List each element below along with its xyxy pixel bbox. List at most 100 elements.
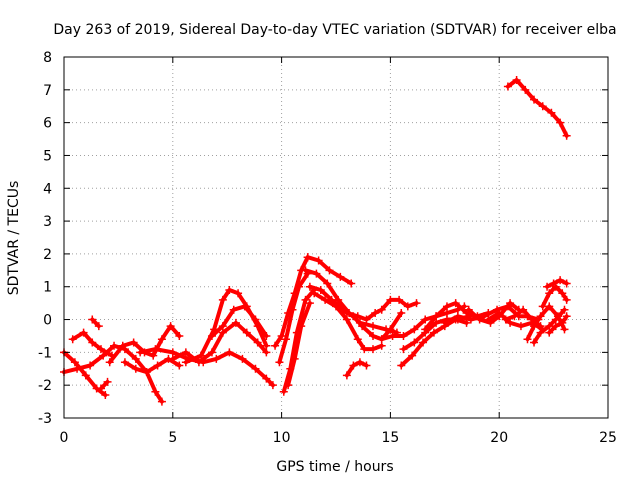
x-tick-label: 0 <box>60 430 69 446</box>
data-point <box>88 338 97 347</box>
data-point <box>207 348 216 357</box>
data-point <box>157 397 166 406</box>
data-point <box>251 315 260 324</box>
data-point <box>562 131 571 140</box>
data-point <box>453 312 462 321</box>
data-point <box>168 354 177 363</box>
data-point <box>403 302 412 311</box>
data-point <box>151 345 160 354</box>
y-tick-label: 7 <box>43 83 52 99</box>
data-point <box>399 331 408 340</box>
data-point <box>371 308 380 317</box>
y-tick-label: -1 <box>38 345 52 361</box>
data-point <box>271 341 280 350</box>
data-point <box>323 279 332 288</box>
data-point <box>194 358 203 367</box>
data-point <box>94 322 103 331</box>
data-point <box>397 361 406 370</box>
data-point <box>419 338 428 347</box>
data-point <box>523 335 532 344</box>
data-point <box>495 308 504 317</box>
data-point <box>238 354 247 363</box>
y-tick-label: 5 <box>43 148 52 164</box>
data-point <box>207 331 216 340</box>
chart-title: Day 263 of 2019, Sidereal Day-to-day VTE… <box>53 22 616 38</box>
data-point <box>501 315 510 324</box>
y-tick-label: -3 <box>38 411 52 427</box>
data-point <box>358 322 367 331</box>
data-point <box>503 82 512 91</box>
data-point <box>547 108 556 117</box>
data-point <box>301 266 310 275</box>
x-tick-label: 20 <box>490 430 508 446</box>
data-point <box>321 295 330 304</box>
data-point <box>342 308 351 317</box>
data-point <box>355 358 364 367</box>
data-point <box>336 272 345 281</box>
x-tick-label: 25 <box>599 430 617 446</box>
data-point <box>225 348 234 357</box>
data-point <box>120 358 129 367</box>
data-point <box>562 312 571 321</box>
series-s11 <box>210 304 269 338</box>
data-point <box>386 295 395 304</box>
data-point <box>410 338 419 347</box>
data-point <box>105 358 114 367</box>
data-point <box>562 279 571 288</box>
data-point <box>281 335 290 344</box>
data-point <box>549 279 558 288</box>
grid <box>64 57 608 418</box>
data-point <box>475 315 484 324</box>
data-point <box>262 374 271 383</box>
data-point <box>275 358 284 367</box>
data-point <box>279 387 288 396</box>
data-point <box>432 312 441 321</box>
data-point <box>99 351 108 360</box>
data-point <box>301 295 310 304</box>
data-point <box>325 266 334 275</box>
data-point <box>131 354 140 363</box>
series-s34 <box>545 278 569 289</box>
data-point <box>316 286 325 295</box>
series-s20 <box>334 297 419 322</box>
data-point <box>129 338 138 347</box>
data-point <box>240 302 249 311</box>
data-point <box>530 95 539 104</box>
data-point <box>342 371 351 380</box>
data-point <box>362 361 371 370</box>
data-point <box>558 289 567 298</box>
data-point <box>229 305 238 314</box>
data-point <box>410 325 419 334</box>
data-point <box>181 348 190 357</box>
series-group <box>60 75 571 406</box>
data-point <box>96 384 105 393</box>
data-point <box>506 318 515 327</box>
x-axis-label: GPS time / hours <box>276 459 393 475</box>
data-point <box>297 322 306 331</box>
y-tick-label: 4 <box>43 181 52 197</box>
series-s5 <box>99 379 110 391</box>
data-point <box>519 305 528 314</box>
data-point <box>429 328 438 337</box>
data-point <box>349 361 358 370</box>
data-point <box>395 295 404 304</box>
y-axis-label: SDTVAR / TECUs <box>6 181 22 296</box>
data-point <box>368 331 377 340</box>
data-point <box>451 299 460 308</box>
data-point <box>464 305 473 314</box>
data-point <box>484 315 493 324</box>
data-point <box>538 102 547 111</box>
data-point <box>408 351 417 360</box>
data-point <box>399 345 408 354</box>
series-s4 <box>90 317 101 329</box>
y-tick-label: -2 <box>38 378 52 394</box>
data-point <box>353 312 362 321</box>
data-point <box>303 253 312 262</box>
series-s21 <box>344 360 369 378</box>
data-point <box>556 276 565 285</box>
series-s12 <box>273 255 310 348</box>
x-ticks: 0 5 10 15 20 25 <box>60 57 617 446</box>
data-point <box>231 318 240 327</box>
data-point <box>253 338 262 347</box>
